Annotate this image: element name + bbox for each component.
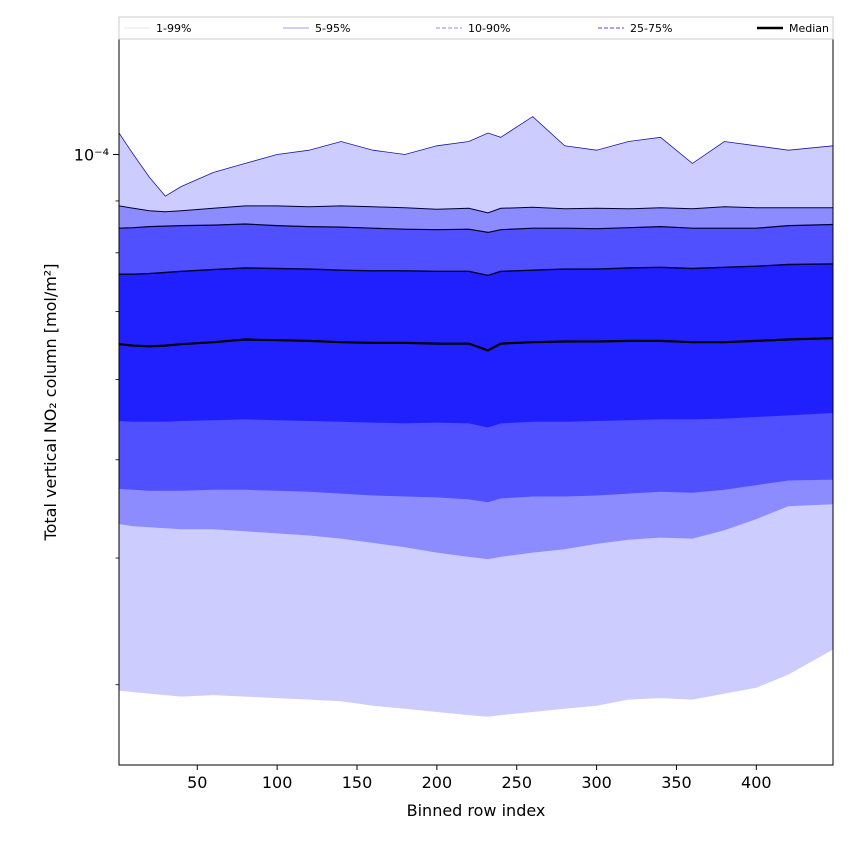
plot-area [118,116,834,717]
line-p75 [119,263,834,277]
legend-label: 5-95% [315,22,350,35]
line-median [118,337,834,352]
legend-label: Median [789,22,829,35]
line-p90 [118,223,834,234]
x-tick-label: 350 [661,773,692,792]
legend-label: 10-90% [468,22,510,35]
y-major-tick-label: 10⁻⁴ [74,146,109,165]
legend: 1-99% 5-95% 10-90% 25-75% Median [118,16,834,40]
x-tick-label: 300 [581,773,612,792]
x-axis-ticks: 50 100 150 200 250 300 350 400 [187,765,772,792]
legend-label: 1-99% [156,22,191,35]
x-tick-label: 200 [422,773,453,792]
line-p95 [118,205,833,214]
x-axis-label: Binned row index [407,801,546,820]
x-tick-label: 250 [501,773,532,792]
legend-box [118,16,834,40]
legend-label: 25-75% [630,22,672,35]
x-tick-label: 50 [187,773,207,792]
x-tick-label: 150 [342,773,373,792]
y-axis-label: Total vertical NO₂ column [mol/m²] [41,264,60,542]
line-p99 [118,116,834,197]
x-tick-label: 100 [262,773,293,792]
x-tick-label: 400 [741,773,772,792]
y-axis-ticks: 10⁻⁴ [74,146,119,686]
